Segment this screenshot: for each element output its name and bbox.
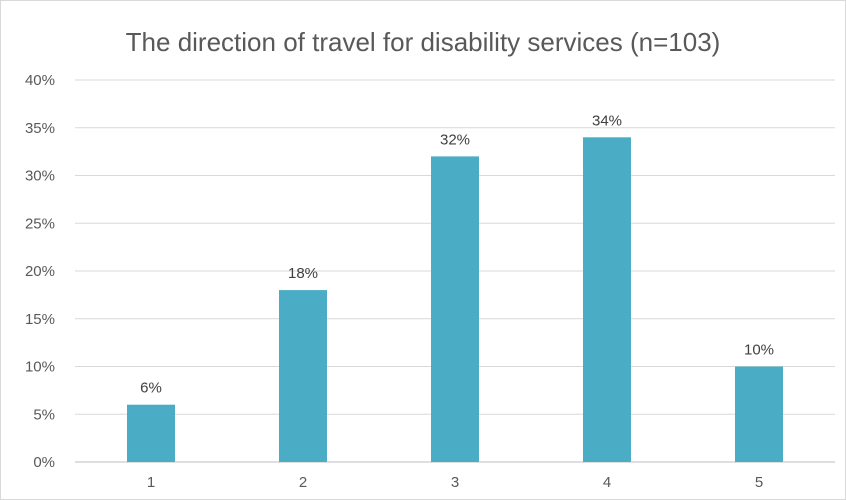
chart-title: The direction of travel for disability s… [125,27,721,57]
x-tick-label: 1 [147,474,155,491]
data-label: 32% [440,131,470,148]
y-tick-label: 40% [25,72,55,89]
bar [735,366,783,462]
bars [127,137,783,463]
data-label: 10% [744,342,774,359]
data-label: 6% [140,380,162,397]
x-tick-label: 4 [603,474,611,491]
bar [127,404,175,462]
bar [583,137,631,463]
x-axis-tick-labels: 1 2 3 4 5 [147,474,763,491]
bar [279,290,327,462]
y-tick-label: 20% [25,263,55,280]
x-tick-label: 5 [755,474,763,491]
y-tick-label: 25% [25,215,55,232]
data-label: 34% [592,112,622,129]
data-label: 18% [288,265,318,282]
y-tick-label: 5% [33,406,55,423]
y-tick-label: 35% [25,120,55,137]
bar [431,156,479,462]
y-axis-tick-labels: 0% 5% 10% 15% 20% 25% 30% 35% 40% [25,72,55,471]
y-tick-label: 0% [33,454,55,471]
x-tick-label: 3 [451,474,459,491]
y-tick-label: 10% [25,359,55,376]
y-tick-label: 15% [25,311,55,328]
y-tick-label: 30% [25,168,55,185]
x-tick-label: 2 [299,474,307,491]
data-labels: 6% 18% 32% 34% 10% [140,112,774,396]
